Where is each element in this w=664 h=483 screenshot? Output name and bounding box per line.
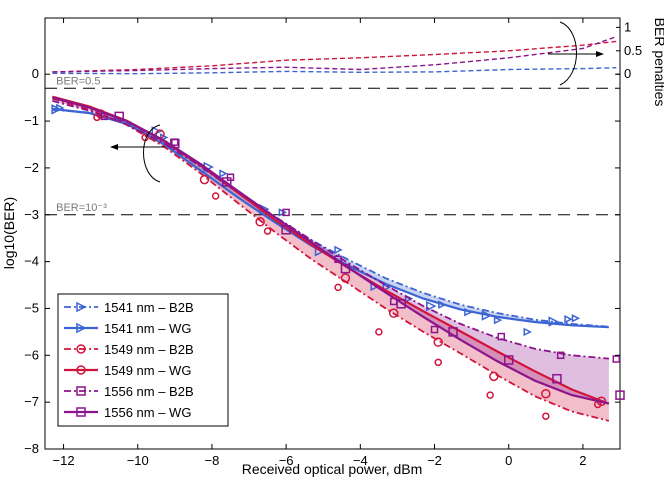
penalty-curves — [52, 36, 617, 75]
y-tick-label-1: −1 — [24, 113, 39, 128]
data-point-2-3 — [263, 227, 272, 235]
ref-label-0: BER=0.5 — [56, 75, 100, 87]
legend-label-2: 1549 nm – B2B — [104, 342, 194, 357]
data-point-3-6 — [433, 337, 443, 347]
left-arrow-head — [110, 144, 118, 150]
data-point-0-2 — [219, 169, 228, 178]
left-arrow-ellipse — [143, 124, 161, 183]
penalty-curve-2 — [52, 36, 617, 73]
band-1 — [52, 96, 609, 421]
data-point-5-7 — [503, 355, 514, 365]
legend-label-1: 1541 nm – WG — [104, 321, 191, 336]
data-point-3-7 — [489, 371, 499, 382]
band-2 — [52, 97, 609, 404]
penalty-curve-0 — [52, 67, 617, 75]
data-point-0-9 — [493, 315, 503, 325]
legend-marker-3 — [76, 365, 86, 375]
data-point-0-12 — [571, 314, 581, 323]
x-tick-label-7: 2 — [579, 453, 586, 468]
y-tick-label-2: −2 — [24, 160, 39, 175]
x-tick-label-2: −8 — [205, 453, 220, 468]
data-point-1-7 — [481, 310, 493, 321]
data-point-1-0 — [51, 104, 62, 115]
x-tick-label-5: −2 — [427, 453, 442, 468]
data-point-2-5 — [375, 328, 383, 336]
data-point-3-3 — [255, 217, 265, 227]
y-tick-label-7: −7 — [24, 394, 39, 409]
legend-label-5: 1556 nm – WG — [104, 405, 191, 420]
data-point-0-5 — [382, 283, 391, 292]
data-point-2-4 — [334, 283, 342, 292]
y-tick-label-8: −8 — [24, 441, 39, 456]
reference-lines: BER=0.5 BER=10⁻³ — [45, 75, 620, 216]
data-point-5-1 — [170, 138, 180, 149]
legend-label-0: 1541 nm – B2B — [104, 300, 194, 315]
data-point-5-4 — [340, 263, 351, 274]
legend-marker-5 — [76, 407, 86, 417]
x-tick-label-3: −6 — [279, 453, 294, 468]
data-point-4-8 — [556, 351, 565, 360]
legend-label-4: 1556 nm – B2B — [104, 384, 194, 399]
data-point-5-0 — [114, 111, 124, 122]
data-point-2-6 — [434, 358, 442, 367]
x-tick-label-6: 0 — [505, 453, 512, 468]
data-point-5-3 — [281, 225, 291, 235]
data-point-4-9 — [612, 355, 621, 363]
x-tick-label-4: −4 — [353, 453, 368, 468]
ref-label-1: BER=10⁻³ — [56, 202, 107, 214]
x-tick-label-0: −12 — [53, 453, 75, 468]
data-point-2-2 — [211, 192, 220, 200]
data-point-3-5 — [388, 308, 399, 318]
data-point-4-7 — [497, 332, 506, 341]
data-point-4-3 — [282, 208, 290, 217]
series-line-2 — [52, 97, 610, 422]
data-point-1-6 — [426, 300, 437, 312]
legend-marker-2 — [76, 344, 86, 354]
y-tick-label-0: 0 — [32, 66, 39, 81]
y2-axis-label: BER penalties — [652, 18, 664, 107]
penalty-curve-1 — [52, 40, 617, 73]
data-point-1-8 — [548, 316, 559, 327]
data-point-3-4 — [340, 273, 351, 283]
legend-marker-0 — [76, 301, 87, 313]
x-axis-label: Received optical power, dBm — [242, 461, 423, 477]
data-point-2-8 — [542, 412, 550, 420]
axis-ticks: −12 −10 −8 −6 −4 −2 0 2 0 −1 −2 −3 −4 −5 −6 −7 −8 0 0.5 1 — [24, 18, 642, 468]
right-arrow-head — [596, 51, 604, 57]
axis-arrows — [110, 21, 604, 183]
y-tick-label-3: −3 — [24, 207, 39, 222]
series-line-5 — [52, 96, 610, 405]
y-axis-label: log10(BER) — [1, 197, 17, 269]
data-point-5-8 — [552, 373, 562, 384]
y-tick-label-4: −4 — [24, 254, 39, 269]
legend-label-3: 1549 nm – WG — [104, 363, 191, 378]
data-point-0-4 — [334, 245, 343, 255]
data-point-5-2 — [222, 177, 232, 187]
y-tick-label-5: −5 — [24, 300, 39, 315]
legend-box — [57, 293, 229, 427]
y2-tick-label-0: 0 — [624, 66, 631, 81]
data-point-0-10 — [523, 327, 532, 337]
x-tick-label-1: −10 — [127, 453, 149, 468]
data-point-4-6 — [430, 325, 439, 334]
data-point-5-6 — [448, 327, 458, 337]
data-point-5-9 — [615, 390, 625, 400]
data-point-3-8 — [541, 388, 551, 399]
data-point-2-7 — [486, 391, 494, 399]
y-tick-label-6: −6 — [24, 347, 39, 362]
data-point-0-11 — [564, 315, 573, 324]
right-arrow-ellipse — [559, 21, 577, 86]
legend-marker-4 — [76, 386, 86, 396]
y2-tick-label-2: 1 — [624, 19, 631, 34]
y2-tick-label-1: 0.5 — [624, 43, 642, 58]
legend-marker-1 — [76, 322, 87, 334]
ber-series — [51, 95, 625, 422]
data-point-5-5 — [396, 299, 406, 309]
data-point-3-2 — [199, 174, 210, 185]
legend: 1541 nm – B2B 1541 nm – WG 1549 nm – B2B 15… — [57, 293, 229, 427]
series-line-4 — [52, 100, 609, 360]
